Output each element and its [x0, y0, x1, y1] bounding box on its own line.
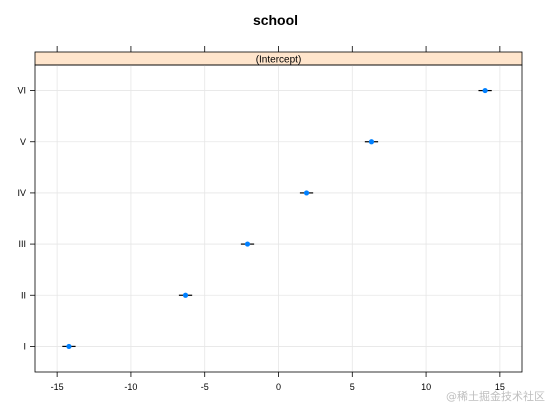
y-tick-label: III [18, 239, 26, 249]
y-tick-label: I [23, 341, 26, 351]
x-tick-label: -15 [51, 382, 64, 392]
y-tick-label: V [20, 137, 26, 147]
x-tick-label: 10 [421, 382, 431, 392]
data-point [303, 190, 310, 196]
data-point [482, 87, 488, 94]
y-tick-label: IV [17, 188, 26, 198]
y-tick-label: II [21, 290, 26, 300]
data-point [182, 292, 189, 298]
x-tick-label: 15 [495, 382, 505, 392]
strip-label: (Intercept) [256, 55, 302, 66]
data-marks [62, 87, 492, 350]
x-tick-label: -5 [201, 382, 209, 392]
watermark: @稀土掘金技术社区 [446, 389, 545, 403]
x-tick-label: 0 [276, 382, 281, 392]
x-tick-label: 5 [350, 382, 355, 392]
data-point [368, 139, 375, 145]
top-axis [56, 46, 501, 52]
bottom-axis: -15 -10 -5 0 5 10 15 [51, 372, 505, 392]
data-point [244, 241, 251, 247]
x-tick-label: -10 [124, 382, 137, 392]
y-tick-label: VI [17, 86, 26, 96]
chart-title: school [253, 12, 298, 28]
grid [35, 65, 522, 372]
data-point [66, 343, 72, 350]
